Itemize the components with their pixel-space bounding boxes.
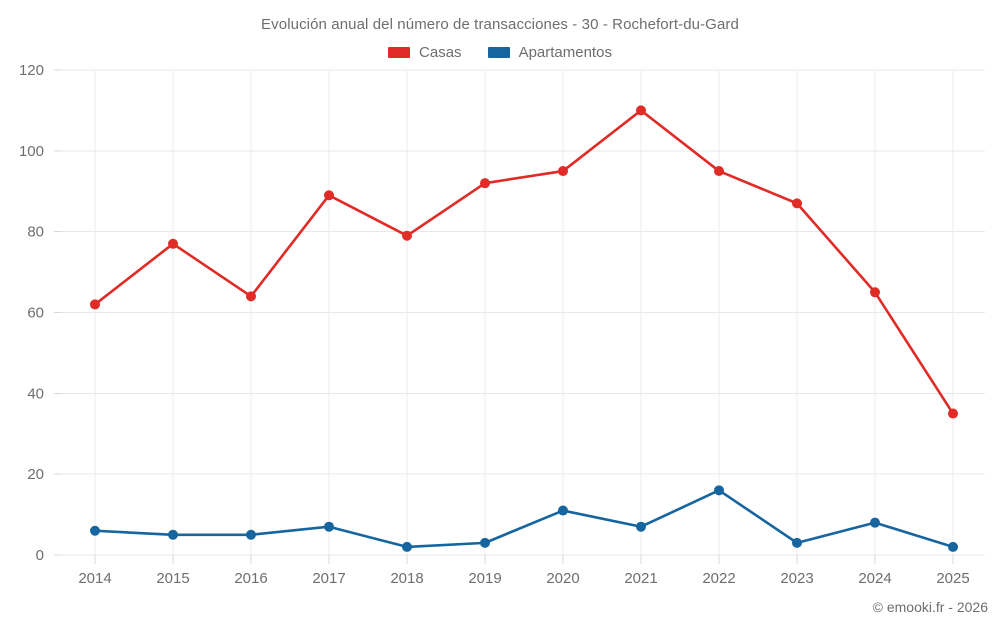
data-point[interactable]	[870, 517, 880, 528]
data-point[interactable]	[480, 537, 490, 548]
data-point[interactable]	[90, 299, 100, 310]
series-layer	[90, 105, 958, 552]
x-tick-label: 2024	[858, 570, 891, 587]
x-tick-label: 2020	[546, 570, 579, 587]
data-point[interactable]	[714, 485, 724, 496]
legend-label-apartamentos: Apartamentos	[518, 44, 612, 61]
footer-credit: © emooki.fr - 2026	[872, 599, 988, 615]
data-point[interactable]	[948, 541, 958, 552]
y-tick-label: 80	[27, 224, 44, 241]
chart-title: Evolución anual del número de transaccio…	[261, 16, 739, 33]
x-tick-label: 2021	[624, 570, 657, 587]
data-point[interactable]	[792, 537, 802, 548]
x-tick-label: 2016	[234, 570, 267, 587]
x-tick-label: 2023	[780, 570, 813, 587]
x-tick-label: 2018	[390, 570, 423, 587]
data-point[interactable]	[636, 105, 646, 116]
legend-swatch-apartamentos-icon	[487, 47, 510, 58]
data-point[interactable]	[870, 287, 880, 298]
y-tick-label: 100	[19, 143, 44, 160]
legend-label-casas: Casas	[419, 44, 462, 61]
y-tick-label: 0	[36, 547, 44, 564]
y-tick-label: 40	[27, 385, 44, 402]
data-point[interactable]	[948, 408, 958, 419]
data-point[interactable]	[636, 521, 646, 532]
x-tick-label: 2015	[156, 570, 189, 587]
data-point[interactable]	[792, 198, 802, 209]
data-point[interactable]	[558, 166, 568, 177]
data-point[interactable]	[714, 166, 724, 177]
data-point[interactable]	[168, 238, 178, 249]
data-point[interactable]	[90, 525, 100, 536]
series-line-casas	[93, 109, 955, 415]
grid-layer	[62, 69, 985, 556]
x-tick-label: 2025	[936, 570, 969, 587]
data-point[interactable]	[480, 178, 490, 189]
x-tick-label: 2017	[312, 570, 345, 587]
x-axis-labels: 2014 2015 2016 2017 2018 2019 2020 2021 2022 2023…	[78, 570, 969, 587]
y-tick-label: 120	[19, 62, 44, 79]
y-axis-labels: 0 20 40 60 80 100 120	[19, 62, 44, 564]
legend-swatch-casas-icon	[388, 47, 411, 58]
y-tick-label: 20	[27, 466, 44, 483]
chart-legend: Casas Apartamentos	[0, 44, 1000, 61]
y-tick-label: 60	[27, 304, 44, 321]
data-point[interactable]	[168, 529, 178, 540]
x-tick-label: 2014	[78, 570, 111, 587]
data-point[interactable]	[246, 529, 256, 540]
x-tick-label: 2019	[468, 570, 501, 587]
legend-item-casas[interactable]: Casas	[388, 44, 462, 61]
data-point[interactable]	[324, 190, 334, 201]
data-point[interactable]	[246, 291, 256, 302]
ticks-layer	[54, 69, 954, 564]
legend-item-apartamentos[interactable]: Apartamentos	[487, 44, 612, 61]
data-point[interactable]	[402, 541, 412, 552]
series-line-apartamentos	[93, 489, 955, 549]
data-point[interactable]	[402, 230, 412, 241]
data-point[interactable]	[324, 521, 334, 532]
data-point[interactable]	[558, 505, 568, 516]
x-tick-label: 2022	[702, 570, 735, 587]
